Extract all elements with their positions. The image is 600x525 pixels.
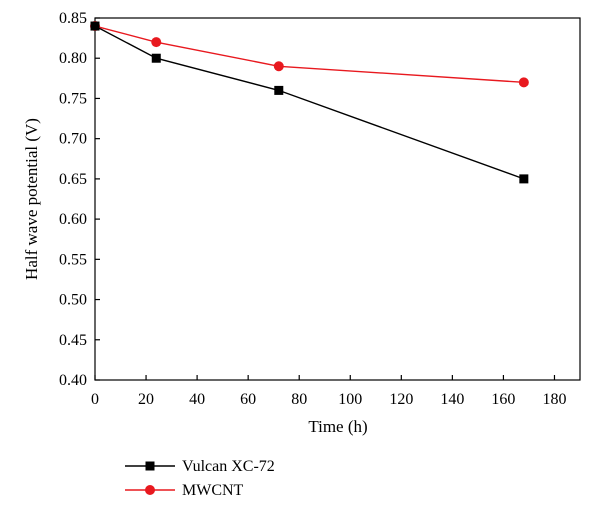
vulcan-xc-72-point <box>151 53 161 63</box>
x-tick-label: 160 <box>491 391 515 408</box>
mwcnt-line <box>94 25 524 84</box>
y-tick-label: 0.60 <box>59 211 87 228</box>
x-tick-label: 0 <box>91 391 99 408</box>
x-tick-label: 40 <box>189 391 205 408</box>
x-tick-label: 60 <box>240 391 256 408</box>
y-tick-label: 0.50 <box>59 292 87 309</box>
vulcan-xc-72-point <box>519 174 529 184</box>
x-tick-label: 120 <box>389 391 413 408</box>
vulcan-xc-72-legend-label: Vulcan XC-72 <box>182 458 275 475</box>
x-tick-label: 140 <box>440 391 464 408</box>
y-tick-label: 0.55 <box>59 251 87 268</box>
mwcnt-legend-label: MWCNT <box>182 482 244 499</box>
series-layer <box>90 21 529 184</box>
legend: Vulcan XC-72 MWCNT <box>125 458 275 499</box>
x-tick-label: 20 <box>138 391 154 408</box>
y-axis-label: Half wave potential (V) <box>22 118 41 280</box>
x-axis-ticks: 0 20 40 60 80 100 120 140 160 180 <box>91 375 566 408</box>
plot-area <box>94 17 581 381</box>
y-tick-label: 0.70 <box>59 131 87 148</box>
y-tick-label: 0.45 <box>59 332 87 349</box>
x-tick-label: 80 <box>291 391 307 408</box>
x-tick-label: 180 <box>542 391 566 408</box>
mwcnt-point <box>273 61 284 72</box>
y-tick-label: 0.65 <box>59 171 87 188</box>
vulcan-xc-72-point <box>274 85 284 95</box>
mwcnt-point <box>151 37 162 48</box>
x-axis-label: Time (h) <box>308 417 367 436</box>
y-tick-label: 0.80 <box>59 50 87 67</box>
y-axis-ticks: 0.40 0.45 0.50 0.55 0.60 0.65 0.70 0.75 0.80 0.85 <box>59 10 100 389</box>
x-tick-label: 100 <box>338 391 362 408</box>
y-tick-label: 0.85 <box>59 10 87 27</box>
vulcan-xc-72-line <box>94 25 525 180</box>
vulcan-xc-72-point <box>90 21 100 31</box>
y-tick-label: 0.75 <box>59 90 87 107</box>
y-tick-label: 0.40 <box>59 372 87 389</box>
mwcnt-point <box>518 77 529 88</box>
vulcan-xc-72-legend-marker <box>145 461 155 471</box>
mwcnt-legend-marker <box>145 485 155 495</box>
